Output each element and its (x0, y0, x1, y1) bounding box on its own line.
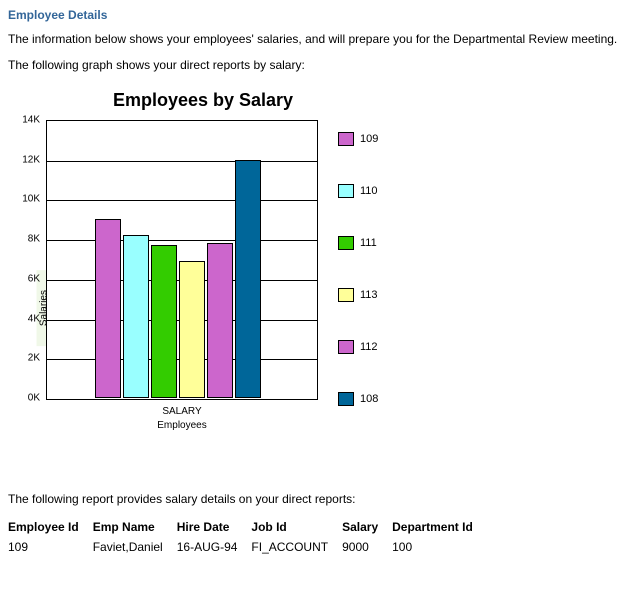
legend-item-109: 109 (338, 132, 438, 146)
cell-job-id: FI_ACCOUNT (251, 538, 342, 556)
bar-112 (207, 243, 233, 398)
ytick-label: 8K (10, 234, 40, 245)
ytick-label: 4K (10, 313, 40, 324)
col-emp-name: Emp Name (93, 518, 177, 538)
legend-item-111: 111 (338, 236, 438, 250)
ytick-label: 2K (10, 353, 40, 364)
grid-line (47, 240, 317, 241)
cell-department-id: 100 (392, 538, 487, 556)
cell-emp-name: Faviet,Daniel (93, 538, 177, 556)
bar-109 (95, 219, 121, 398)
grid-line (47, 161, 317, 162)
table-row: 109 Faviet,Daniel 16-AUG-94 FI_ACCOUNT 9… (8, 538, 487, 556)
salary-details-table: Employee Id Emp Name Hire Date Job Id Sa… (8, 518, 487, 556)
x-category-label: SALARY (46, 406, 318, 417)
legend-swatch (338, 392, 354, 406)
ytick-label: 12K (10, 154, 40, 165)
intro-paragraph-1: The information below shows your employe… (8, 32, 624, 46)
col-job-id: Job Id (251, 518, 342, 538)
ytick-label: 0K (10, 393, 40, 404)
legend-item-108: 108 (338, 392, 438, 406)
legend-label: 112 (360, 341, 378, 353)
plot-area (46, 120, 318, 400)
legend-swatch (338, 132, 354, 146)
bar-111 (151, 245, 177, 398)
col-hire-date: Hire Date (177, 518, 252, 538)
legend-item-110: 110 (338, 184, 438, 198)
chart-plot: Salaries SALARY Employees 0K2K4K6K8K10K1… (46, 120, 318, 420)
salary-chart: Employees by Salary Salaries SALARY Empl… (8, 84, 468, 464)
grid-line (47, 200, 317, 201)
bar-108 (235, 160, 261, 398)
legend-item-112: 112 (338, 340, 438, 354)
ytick-label: 10K (10, 194, 40, 205)
bar-110 (123, 235, 149, 398)
intro-paragraph-2: The following graph shows your direct re… (8, 58, 624, 72)
legend-label: 108 (360, 393, 378, 405)
cell-hire-date: 16-AUG-94 (177, 538, 252, 556)
legend-item-113: 113 (338, 288, 438, 302)
cell-employee-id: 109 (8, 538, 93, 556)
report-intro: The following report provides salary det… (8, 492, 624, 506)
col-employee-id: Employee Id (8, 518, 93, 538)
col-department-id: Department Id (392, 518, 487, 538)
ytick-label: 14K (10, 115, 40, 126)
legend-swatch (338, 340, 354, 354)
legend-swatch (338, 236, 354, 250)
ytick-label: 6K (10, 273, 40, 284)
page-title: Employee Details (8, 8, 624, 22)
legend-label: 110 (360, 185, 378, 197)
legend-label: 109 (360, 133, 378, 145)
chart-legend: 109 110 111 113 112 108 (338, 132, 438, 444)
bar-113 (179, 261, 205, 398)
legend-swatch (338, 288, 354, 302)
legend-swatch (338, 184, 354, 198)
x-axis-label: Employees (46, 420, 318, 431)
chart-title: Employees by Salary (48, 84, 358, 111)
legend-label: 111 (360, 237, 377, 249)
legend-label: 113 (360, 289, 378, 301)
cell-salary: 9000 (342, 538, 392, 556)
col-salary: Salary (342, 518, 392, 538)
